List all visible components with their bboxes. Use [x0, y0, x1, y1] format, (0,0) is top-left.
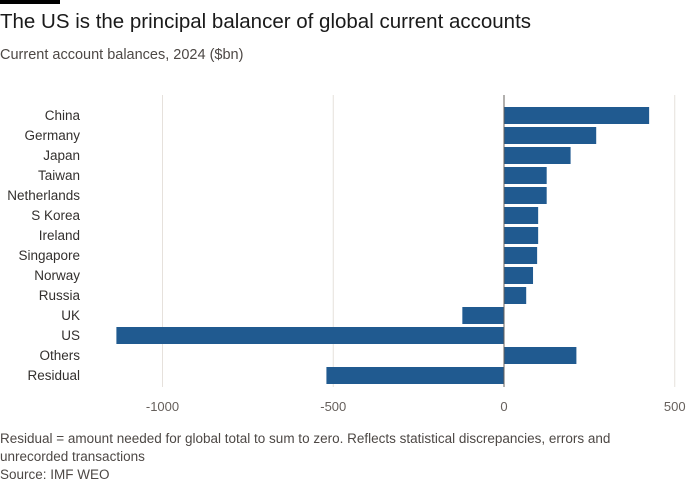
bar [504, 107, 650, 124]
bar [504, 127, 597, 144]
category-label: UK [61, 308, 80, 323]
x-tick-label: -1000 [146, 399, 179, 414]
bar [116, 327, 505, 344]
bar [504, 187, 547, 204]
bar [504, 167, 547, 184]
category-label: Residual [27, 368, 80, 383]
category-label: China [45, 108, 81, 123]
category-label: Norway [34, 268, 80, 283]
source-note: Source: IMF WEO [0, 467, 110, 482]
category-label: Taiwan [38, 168, 80, 183]
bar [326, 367, 504, 384]
category-label: S Korea [31, 208, 80, 223]
category-label: US [61, 328, 80, 343]
footnote: Residual = amount needed for global tota… [0, 431, 611, 464]
category-label: Germany [24, 128, 80, 143]
x-tick-label: 0 [500, 399, 507, 414]
category-label: Netherlands [7, 188, 80, 203]
bar [504, 207, 539, 224]
category-label: Ireland [39, 228, 80, 243]
category-label: Japan [43, 148, 80, 163]
bar [504, 147, 571, 164]
category-label: Singapore [18, 248, 80, 263]
bar [504, 227, 539, 244]
x-axis-ticks: -1000 -500 0 500 [146, 399, 686, 414]
bar-chart: China Germany Japan Taiwan Netherlands S Kore… [7, 95, 686, 414]
bar [504, 267, 534, 284]
x-tick-label: -500 [320, 399, 346, 414]
bar [504, 287, 527, 304]
chart-subtitle: Current account balances, 2024 ($bn) [0, 47, 244, 63]
bars [116, 107, 650, 384]
category-label: Others [39, 348, 80, 363]
brand-rule [0, 0, 60, 4]
category-label: Russia [39, 288, 81, 303]
chart-title: The US is the principal balancer of glob… [0, 10, 532, 33]
category-labels: China Germany Japan Taiwan Netherlands S Kore… [7, 108, 80, 383]
bar [504, 247, 538, 264]
x-tick-label: 500 [664, 399, 686, 414]
bar [462, 307, 504, 324]
bar [504, 347, 577, 364]
